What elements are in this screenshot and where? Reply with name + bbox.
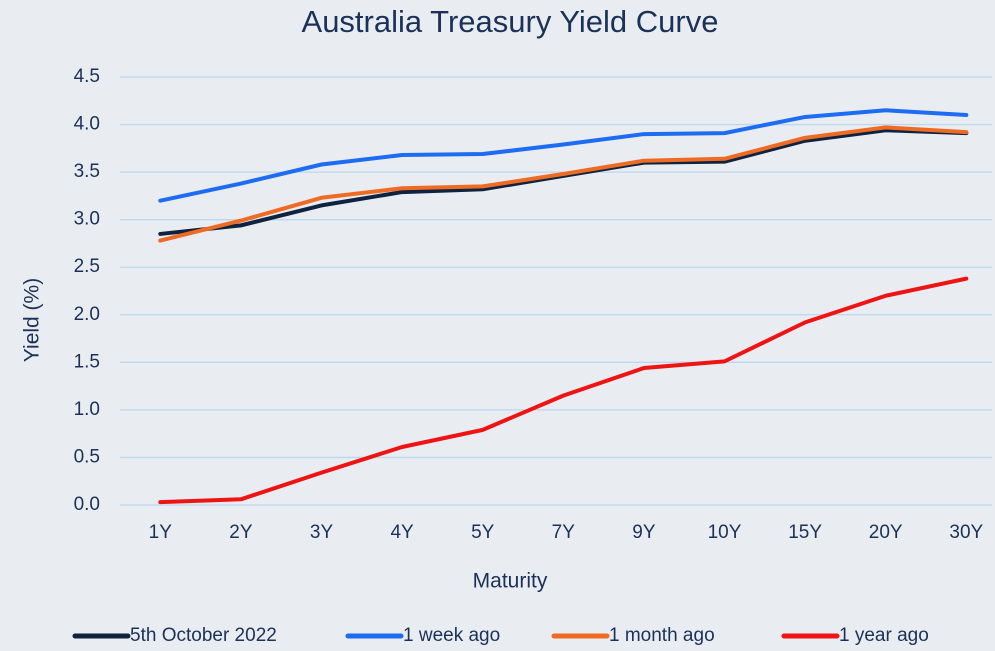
- legend-label: 1 week ago: [403, 625, 500, 646]
- y-tick-label: 1.5: [74, 351, 100, 372]
- series-line: [158, 108, 969, 203]
- x-tick-label: 5Y: [471, 522, 495, 543]
- y-tick-label: 0.0: [74, 494, 100, 515]
- x-tick-label: 9Y: [632, 522, 656, 543]
- y-tick-label: 4.0: [74, 114, 100, 135]
- x-tick-label: 15Y: [788, 522, 822, 543]
- y-tick-label: 2.5: [74, 256, 100, 277]
- legend-label: 1 year ago: [839, 625, 929, 646]
- x-tick-label: 1Y: [149, 522, 173, 543]
- y-tick-label: 0.5: [74, 446, 100, 467]
- x-tick-label: 4Y: [390, 522, 414, 543]
- y-tick-label: 3.5: [74, 161, 100, 182]
- x-tick-label: 10Y: [708, 522, 742, 543]
- x-tick-label: 30Y: [949, 522, 983, 543]
- legend-label: 5th October 2022: [130, 625, 277, 646]
- x-tick-label: 2Y: [229, 522, 253, 543]
- x-axis-label: Maturity: [473, 570, 548, 593]
- y-tick-label: 1.0: [74, 399, 100, 420]
- y-tick-label: 2.0: [74, 304, 100, 325]
- x-tick-label: 20Y: [869, 522, 903, 543]
- chart-title: Australia Treasury Yield Curve: [302, 4, 719, 39]
- y-tick-label: 3.0: [74, 209, 100, 230]
- x-tick-label: 7Y: [552, 522, 576, 543]
- y-axis-label: Yield (%): [21, 278, 44, 362]
- x-tick-label: 3Y: [310, 522, 334, 543]
- series-line: [158, 276, 969, 505]
- series-line: [158, 125, 969, 243]
- y-tick-label: 4.5: [74, 66, 100, 87]
- legend-label: 1 month ago: [609, 625, 715, 646]
